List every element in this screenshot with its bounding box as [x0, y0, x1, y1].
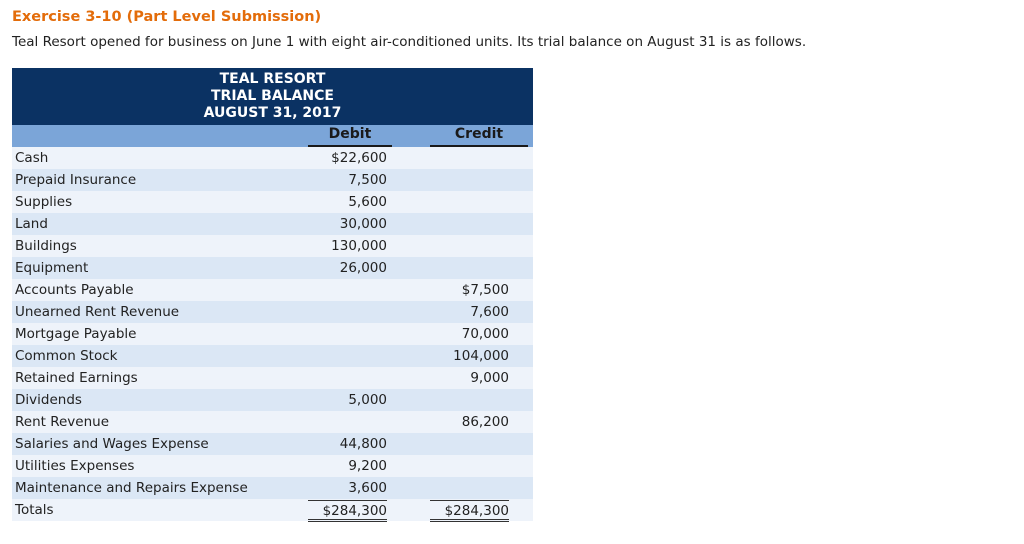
account-name: Accounts Payable — [15, 282, 134, 298]
column-header-row: Debit Credit — [12, 125, 533, 147]
table-row: Unearned Rent Revenue 7,600 — [12, 301, 533, 323]
debit-total: $284,300 — [308, 500, 387, 522]
account-name: Supplies — [15, 194, 73, 210]
account-name: Common Stock — [15, 348, 118, 364]
table-row: Prepaid Insurance 7,500 — [12, 169, 533, 191]
account-name: Equipment — [15, 260, 89, 276]
credit-amount: 9,000 — [470, 370, 509, 386]
account-name: Utilities Expenses — [15, 458, 135, 474]
account-name: Rent Revenue — [15, 414, 110, 430]
account-rows: Cash $22,600 Prepaid Insurance 7,500 Supplie… — [12, 147, 533, 499]
table-row: Dividends 5,000 — [12, 389, 533, 411]
table-row: Retained Earnings 9,000 — [12, 367, 533, 389]
trial-balance-table: TEAL RESORT TRIAL BALANCE AUGUST 31, 201… — [12, 68, 533, 522]
exercise-intro: Teal Resort opened for business on June … — [12, 34, 807, 50]
table-row: Accounts Payable $7,500 — [12, 279, 533, 301]
credit-amount: 104,000 — [453, 348, 509, 364]
credit-total: $284,300 — [430, 500, 509, 522]
account-name: Retained Earnings — [15, 370, 138, 386]
table-row: Salaries and Wages Expense 44,800 — [12, 433, 533, 455]
credit-amount: 86,200 — [461, 414, 509, 430]
trial-balance-heading: TEAL RESORT TRIAL BALANCE AUGUST 31, 201… — [12, 68, 533, 125]
debit-amount: 9,200 — [348, 458, 387, 474]
credit-amount: $7,500 — [461, 282, 509, 298]
debit-amount: $22,600 — [331, 150, 387, 166]
account-name: Salaries and Wages Expense — [15, 436, 209, 452]
table-row: Rent Revenue 86,200 — [12, 411, 533, 433]
debit-amount: 44,800 — [339, 436, 387, 452]
company-name: TEAL RESORT — [219, 71, 326, 87]
totals-label: Totals — [15, 502, 54, 518]
account-name: Dividends — [15, 392, 82, 408]
table-row: Utilities Expenses 9,200 — [12, 455, 533, 477]
account-name: Unearned Rent Revenue — [15, 304, 180, 320]
credit-amount: 70,000 — [461, 326, 509, 342]
debit-column-header: Debit — [308, 126, 392, 147]
account-name: Buildings — [15, 238, 77, 254]
debit-amount: 130,000 — [331, 238, 387, 254]
totals-row: Totals $284,300 $284,300 — [12, 499, 533, 522]
statement-name: TRIAL BALANCE — [211, 88, 334, 104]
table-row: Buildings 130,000 — [12, 235, 533, 257]
account-name: Land — [15, 216, 48, 232]
debit-amount: 26,000 — [339, 260, 387, 276]
debit-amount: 7,500 — [348, 172, 387, 188]
credit-amount: 7,600 — [470, 304, 509, 320]
statement-date: AUGUST 31, 2017 — [203, 105, 342, 121]
table-row: Common Stock 104,000 — [12, 345, 533, 367]
credit-column-header: Credit — [430, 126, 528, 147]
debit-amount: 5,000 — [348, 392, 387, 408]
debit-amount: 30,000 — [339, 216, 387, 232]
table-row: Maintenance and Repairs Expense 3,600 — [12, 477, 533, 499]
table-row: Cash $22,600 — [12, 147, 533, 169]
debit-amount: 5,600 — [348, 194, 387, 210]
table-row: Mortgage Payable 70,000 — [12, 323, 533, 345]
account-name: Mortgage Payable — [15, 326, 137, 342]
exercise-title: Exercise 3-10 (Part Level Submission) — [12, 9, 322, 25]
account-name: Cash — [15, 150, 49, 166]
table-row: Supplies 5,600 — [12, 191, 533, 213]
table-row: Equipment 26,000 — [12, 257, 533, 279]
account-name: Prepaid Insurance — [15, 172, 137, 188]
table-row: Land 30,000 — [12, 213, 533, 235]
account-name: Maintenance and Repairs Expense — [15, 480, 248, 496]
debit-amount: 3,600 — [348, 480, 387, 496]
